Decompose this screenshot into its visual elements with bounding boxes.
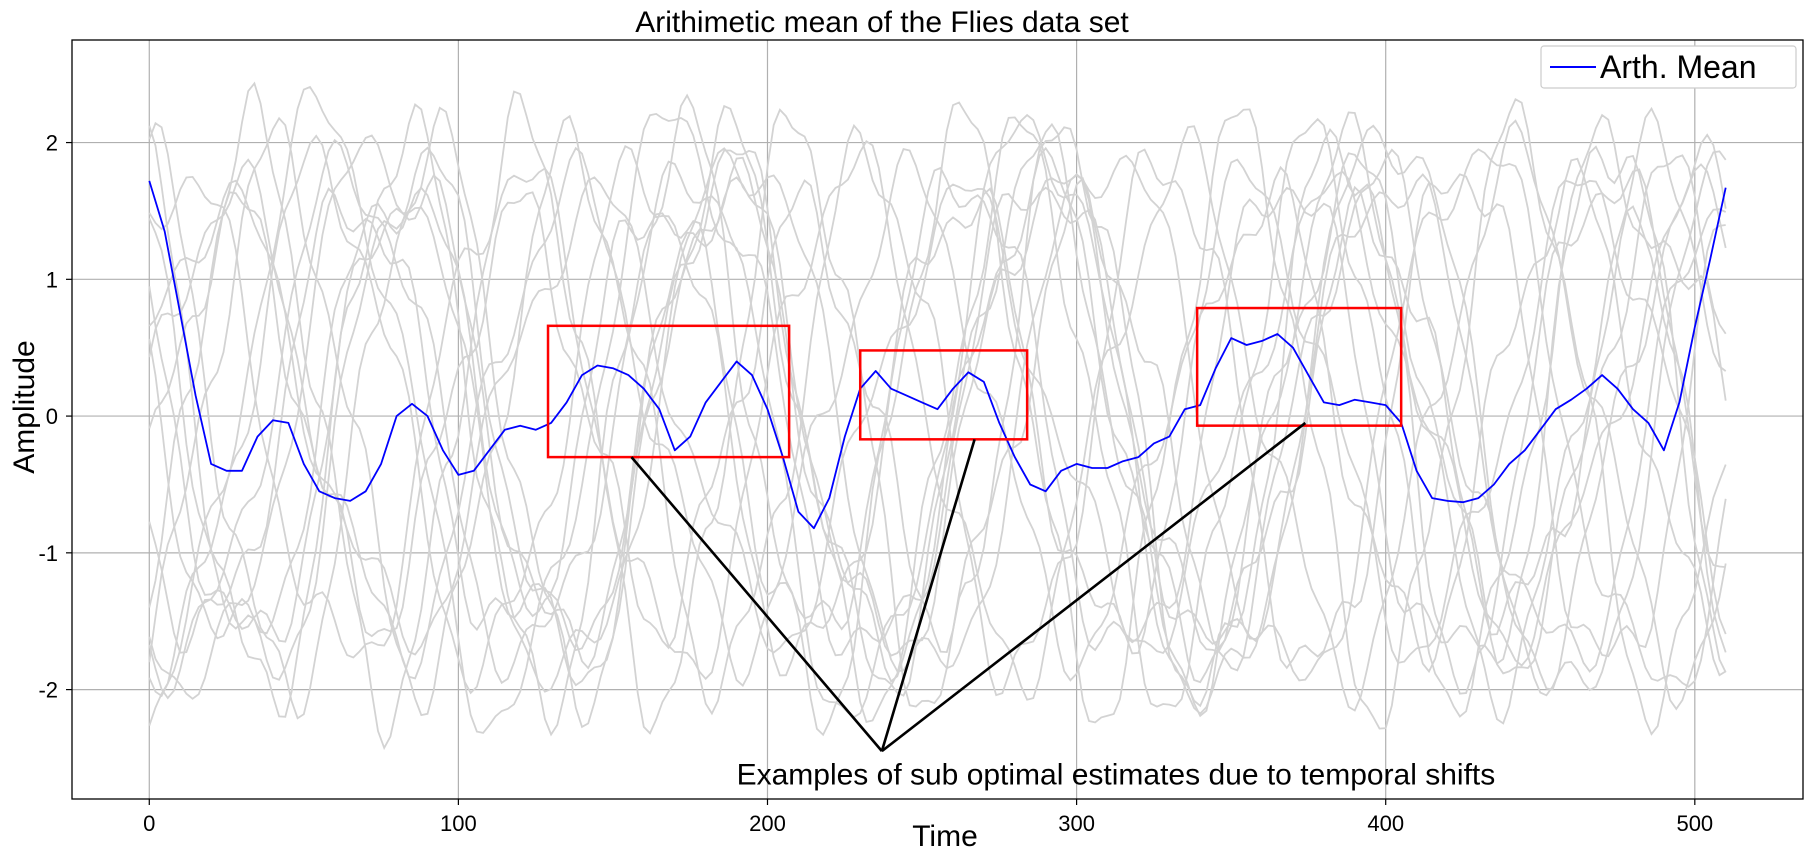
x-tick-label: 200 xyxy=(749,811,786,836)
sample-series-line xyxy=(148,138,1727,700)
annotation-pointer-line xyxy=(630,456,883,752)
sample-series-line xyxy=(148,93,1727,737)
sample-series-line xyxy=(148,114,1726,717)
highlight-box xyxy=(1195,306,1403,427)
highlight-boxes xyxy=(546,306,1403,459)
sample-series-line xyxy=(148,81,1727,751)
sample-series-line xyxy=(148,146,1727,688)
sample-series-line xyxy=(148,134,1726,698)
legend: Arth. Mean xyxy=(1540,45,1797,89)
x-tick-label: 500 xyxy=(1676,811,1713,836)
annotation-pointer-line xyxy=(880,438,976,752)
x-tick-label: 300 xyxy=(1058,811,1095,836)
sample-series-line xyxy=(148,134,1727,700)
legend-label-arth-mean: Arth. Mean xyxy=(1600,49,1757,85)
annotation-group xyxy=(630,421,1307,753)
x-tick-label: 0 xyxy=(143,811,155,836)
axis-ticks: 0 100 200 300 400 500 -2 -1 0 1 2 xyxy=(38,131,1713,836)
highlight-box xyxy=(546,324,791,459)
mean-series-line xyxy=(148,180,1727,530)
annotation-pointer-line xyxy=(881,421,1307,753)
y-tick-label: 1 xyxy=(46,267,58,292)
legend-box xyxy=(1540,45,1797,89)
x-axis-label: Time xyxy=(912,820,978,853)
sample-series-line xyxy=(148,146,1727,684)
x-tick-label: 100 xyxy=(440,811,477,836)
sample-series-line xyxy=(148,157,1727,677)
y-axis-label: Amplitude xyxy=(8,340,41,473)
y-tick-label: 2 xyxy=(46,131,58,156)
y-tick-label: -1 xyxy=(38,541,58,566)
y-tick-label: -2 xyxy=(38,678,58,703)
sample-series-line xyxy=(148,106,1727,725)
sample-series-line xyxy=(148,85,1727,734)
x-tick-label: 400 xyxy=(1367,811,1404,836)
y-tick-label: 0 xyxy=(46,404,58,429)
mean-series-group xyxy=(148,180,1727,530)
highlight-box xyxy=(858,349,1029,441)
sample-series-line xyxy=(148,163,1727,667)
plot-frame xyxy=(71,39,1804,800)
chart-title: Arithimetic mean of the Flies data set xyxy=(635,6,1129,39)
annotation-text: Examples of sub optimal estimates due to… xyxy=(737,758,1496,791)
sample-series-line xyxy=(148,119,1727,712)
sample-series-line xyxy=(148,104,1727,729)
sample-series-line xyxy=(148,133,1727,691)
